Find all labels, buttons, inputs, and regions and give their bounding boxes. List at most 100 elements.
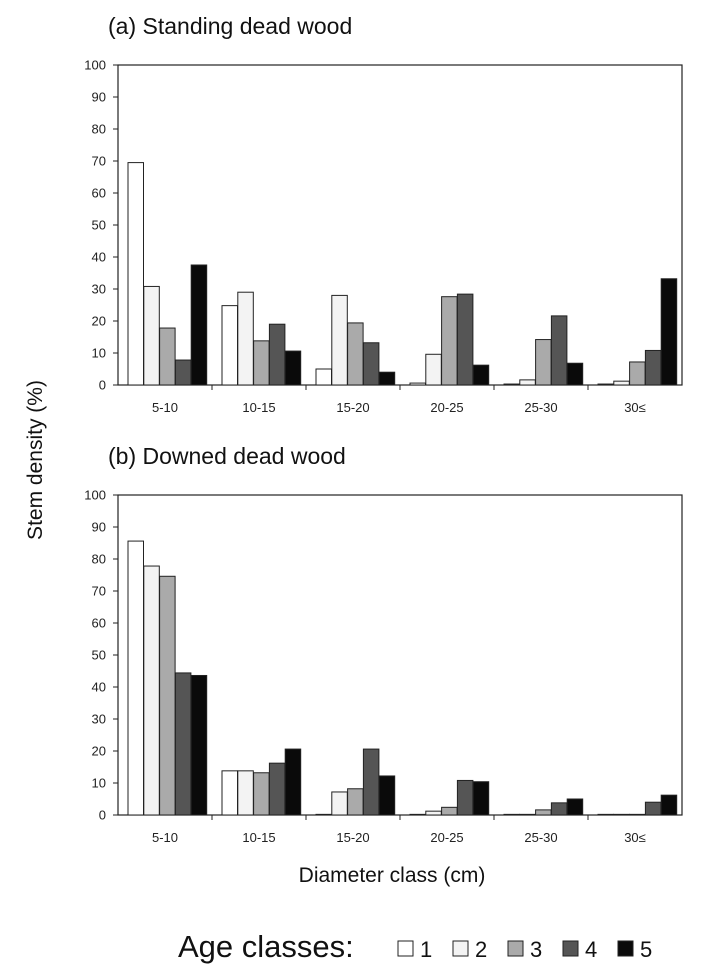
bar-standing-30≤-age4: [644, 349, 662, 386]
bar-standing-10-15-age4: [268, 323, 286, 386]
bar-downed-15-20-age3: [347, 788, 364, 816]
bar-downed-20-25-age4: [456, 779, 474, 816]
y-tick-label: 20: [92, 744, 106, 759]
bar-downed-30≤-age2: [613, 813, 630, 816]
bar-downed-5-10-age4: [174, 672, 192, 816]
bar-standing-10-15-age2: [237, 291, 254, 386]
y-tick-label: 60: [92, 616, 106, 631]
panel-downed-dead-wood: (b) Downed dead wood 0 10 20 30 40 50 60 70 80 90…: [84, 443, 683, 845]
x-axis-label: Diameter class (cm): [299, 864, 486, 887]
y-tick-label: 50: [92, 648, 106, 663]
bar-downed-30≤-age5: [660, 794, 678, 816]
bar-downed-20-25-age5: [472, 781, 490, 816]
y-tick-label: 90: [92, 520, 106, 535]
legend-label-age1: 1: [420, 937, 432, 962]
bar-downed-30≤-age4: [644, 801, 662, 816]
bar-downed-15-20-age4: [362, 748, 380, 816]
bar-standing-5-10-age4: [174, 359, 192, 386]
bar-standing-25-30-age4: [550, 315, 568, 386]
plot-area-downed: 0 10 20 30 40 50 60 70 80 90 100 5-10 10-15 15-20 20-2…: [84, 488, 683, 845]
bar-standing-10-15-age1: [221, 305, 238, 386]
y-tick-label: 10: [92, 346, 106, 361]
bar-standing-5-10-age5: [190, 264, 208, 386]
bar-standing-15-20-age1: [315, 368, 332, 386]
bar-downed-20-25-age3: [441, 806, 458, 816]
x-tick-label: 15-20: [336, 830, 369, 845]
bar-downed-25-30-age2: [519, 813, 536, 816]
legend-swatch-age4: [562, 940, 579, 957]
bar-downed-5-10-age5: [190, 674, 208, 816]
bar-downed-30≤-age1: [597, 813, 614, 816]
panel-title-downed: (b) Downed dead wood: [108, 443, 346, 469]
bar-standing-30≤-age3: [629, 361, 646, 386]
y-axis-label: Stem density (%): [24, 380, 47, 540]
x-tick-label: 30≤: [624, 830, 646, 845]
bar-standing-10-15-age3: [253, 340, 270, 386]
bar-standing-15-20-age5: [378, 371, 396, 386]
y-tick-label: 90: [92, 90, 106, 105]
y-tick-label: 70: [92, 154, 106, 169]
bar-standing-20-25-age5: [472, 364, 490, 386]
bar-standing-15-20-age2: [331, 294, 348, 386]
y-tick-label: 40: [92, 250, 106, 265]
y-tick-label: 100: [84, 58, 106, 73]
bar-standing-20-25-age4: [456, 293, 474, 386]
bar-downed-20-25-age1: [409, 813, 426, 816]
legend-label-age5: 5: [640, 937, 652, 962]
y-tick-label: 0: [99, 378, 106, 393]
bar-downed-30≤-age3: [629, 813, 646, 816]
y-tick-label: 70: [92, 584, 106, 599]
panel-title-standing: (a) Standing dead wood: [108, 13, 352, 39]
bar-standing-5-10-age1: [127, 162, 144, 386]
y-tick-label: 30: [92, 282, 106, 297]
x-tick-label: 30≤: [624, 400, 646, 415]
legend-items: 1 2 3 4 5: [397, 937, 652, 962]
y-tick-label: 0: [99, 808, 106, 823]
bar-standing-30≤-age2: [613, 380, 630, 386]
bar-standing-25-30-age1: [503, 383, 520, 386]
bar-standing-15-20-age4: [362, 342, 380, 386]
legend-swatch-age1: [397, 940, 414, 957]
y-tick-label: 60: [92, 186, 106, 201]
bar-downed-10-15-age1: [221, 770, 238, 816]
legend: Age classes: 1 2 3 4 5: [178, 929, 652, 964]
x-tick-label: 25-30: [524, 400, 557, 415]
x-tick-label: 10-15: [242, 830, 275, 845]
bar-downed-25-30-age5: [566, 798, 584, 816]
bar-standing-30≤-age5: [660, 278, 678, 386]
bar-standing-20-25-age3: [441, 296, 458, 386]
bar-downed-5-10-age1: [127, 540, 144, 816]
bar-standing-30≤-age1: [597, 383, 614, 386]
bar-downed-15-20-age5: [378, 775, 396, 816]
bar-downed-25-30-age4: [550, 802, 568, 816]
bar-downed-15-20-age2: [331, 791, 348, 816]
bar-standing-5-10-age2: [143, 285, 160, 386]
y-tick-label: 50: [92, 218, 106, 233]
x-tick-label: 20-25: [430, 830, 463, 845]
bar-standing-15-20-age3: [347, 322, 364, 386]
bar-standing-20-25-age2: [425, 353, 442, 386]
plot-area-standing: 0 10 20 30 40 50 60 70 80 90 100 5-10 10-15 15-20 20-2…: [84, 58, 683, 415]
y-tick-label: 40: [92, 680, 106, 695]
bar-standing-20-25-age1: [409, 382, 426, 386]
legend-swatch-age3: [507, 940, 524, 957]
legend-label-age3: 3: [530, 937, 542, 962]
bar-downed-15-20-age1: [315, 813, 332, 816]
bar-downed-10-15-age2: [237, 770, 254, 816]
bar-downed-5-10-age2: [143, 565, 160, 816]
y-tick-label: 10: [92, 776, 106, 791]
bar-downed-20-25-age2: [425, 810, 442, 816]
legend-title: Age classes:: [178, 929, 354, 964]
bar-standing-25-30-age3: [535, 339, 552, 386]
y-tick-label: 20: [92, 314, 106, 329]
bar-standing-5-10-age3: [159, 327, 176, 386]
legend-label-age2: 2: [475, 937, 487, 962]
legend-swatch-age2: [452, 940, 469, 957]
y-tick-label: 80: [92, 552, 106, 567]
x-tick-label: 15-20: [336, 400, 369, 415]
bar-downed-10-15-age4: [268, 762, 286, 816]
legend-label-age4: 4: [585, 937, 597, 962]
bar-standing-10-15-age5: [284, 350, 302, 386]
y-tick-label: 80: [92, 122, 106, 137]
